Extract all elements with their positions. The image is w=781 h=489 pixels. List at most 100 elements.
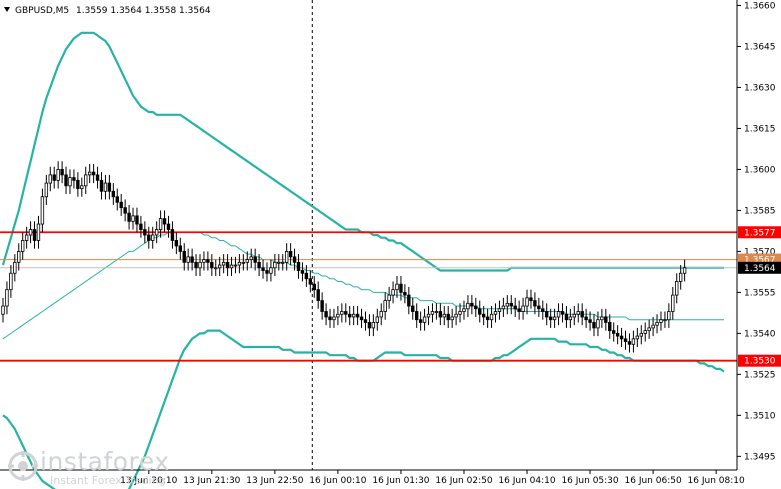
y-tick-label: 1.3600 (744, 165, 776, 175)
candle-body (158, 218, 163, 230)
candle-body (612, 330, 616, 334)
level-tag: 1.3530 (744, 357, 776, 367)
candle-body (450, 316, 454, 321)
level-tag-bg (738, 226, 781, 239)
candle-body (403, 291, 407, 296)
candle-body (462, 308, 466, 312)
y-tick-label: 1.3630 (744, 83, 776, 93)
horizontal-levels (0, 231, 737, 362)
x-tick-label: 16 Jun 04:10 (498, 476, 555, 486)
candle-body (541, 308, 545, 312)
candle-body (233, 264, 238, 267)
y-tick-label: 1.3585 (744, 206, 776, 216)
bid-tag-bg (738, 261, 781, 274)
candle-body (545, 311, 549, 318)
candle-body (351, 313, 356, 318)
candle-body (596, 319, 600, 329)
upper-band-line (1, 31, 724, 272)
candle-body (533, 300, 537, 307)
candle-body (615, 332, 620, 337)
candle-body (678, 272, 683, 282)
candle-body (497, 308, 502, 312)
candle-body (300, 270, 305, 274)
candle-body (36, 223, 41, 241)
candle-body (682, 267, 687, 274)
y-tick-label: 1.3555 (744, 288, 776, 298)
candle-body (375, 316, 379, 323)
candle-body (91, 171, 96, 176)
candle-body (344, 311, 348, 315)
candle-body (20, 240, 25, 252)
candle-body (292, 256, 297, 263)
y-tick-label: 1.3510 (744, 411, 776, 421)
candle-body (182, 250, 186, 263)
candle-body (367, 322, 372, 329)
candle-body (281, 261, 285, 264)
candle-body (340, 311, 344, 315)
candle-body (324, 311, 328, 318)
candle-body (119, 201, 123, 209)
candle-body (44, 182, 49, 198)
candle-body (568, 316, 573, 321)
candle-body (190, 256, 194, 263)
x-tick-label: 16 Jun 08:10 (688, 476, 745, 486)
candle-body (221, 261, 226, 266)
candle-body (489, 313, 494, 321)
candle-body (411, 305, 415, 312)
candle-body (422, 316, 427, 323)
watermark-tagline: Instant Forex Trading (50, 474, 166, 487)
y-tick-label: 1.3525 (744, 370, 776, 380)
candle-body (60, 169, 64, 176)
candle-body (395, 283, 399, 291)
candle-body (198, 261, 202, 269)
candle-body (154, 229, 159, 236)
candle-body (80, 185, 84, 189)
candle-body (493, 311, 498, 315)
candle-body (99, 179, 104, 192)
candle-body (253, 256, 257, 263)
candle-body (249, 256, 253, 260)
candle-body (316, 289, 320, 301)
candle-body (391, 289, 395, 296)
candle-body (127, 212, 131, 222)
candle-body (348, 313, 352, 318)
candle-body (556, 311, 561, 318)
x-tick-label: 13 Jun 22:50 (246, 476, 303, 486)
bollinger-bands (1, 31, 725, 489)
candle-body (95, 174, 100, 181)
candle-body (170, 229, 175, 241)
candle-body (517, 308, 521, 312)
candle-body (478, 308, 482, 315)
x-tick-label: 16 Jun 01:30 (372, 476, 429, 486)
candle-body (237, 261, 242, 266)
level-tag-bg (738, 354, 781, 367)
candle-body (592, 322, 596, 329)
candle-body (17, 250, 21, 263)
candle-body (284, 250, 289, 263)
candle-body (619, 335, 624, 340)
candle-body (414, 311, 419, 321)
dropdown-triangle-icon[interactable] (4, 7, 10, 12)
candle-body (647, 327, 651, 332)
candle-body (123, 207, 127, 214)
candle-body (501, 305, 506, 310)
candle-body (257, 261, 261, 269)
candlesticks (1, 161, 687, 353)
candle-body (529, 297, 533, 301)
candle-body (147, 234, 151, 241)
candle-body (623, 338, 628, 342)
candle-body (513, 305, 517, 310)
candle-body (663, 319, 667, 322)
candle-body (273, 261, 277, 269)
candle-body (667, 311, 671, 321)
candle-body (564, 313, 569, 321)
instaforex-logo-icon (8, 451, 38, 481)
candle-body (651, 324, 655, 329)
x-tick-label: 16 Jun 02:50 (435, 476, 492, 486)
candle-body (265, 270, 269, 274)
candle-body (509, 302, 513, 307)
price-axis: 1.3660 1.3645 1.3630 1.3615 1.3600 1.3585 1.35… (736, 0, 776, 470)
